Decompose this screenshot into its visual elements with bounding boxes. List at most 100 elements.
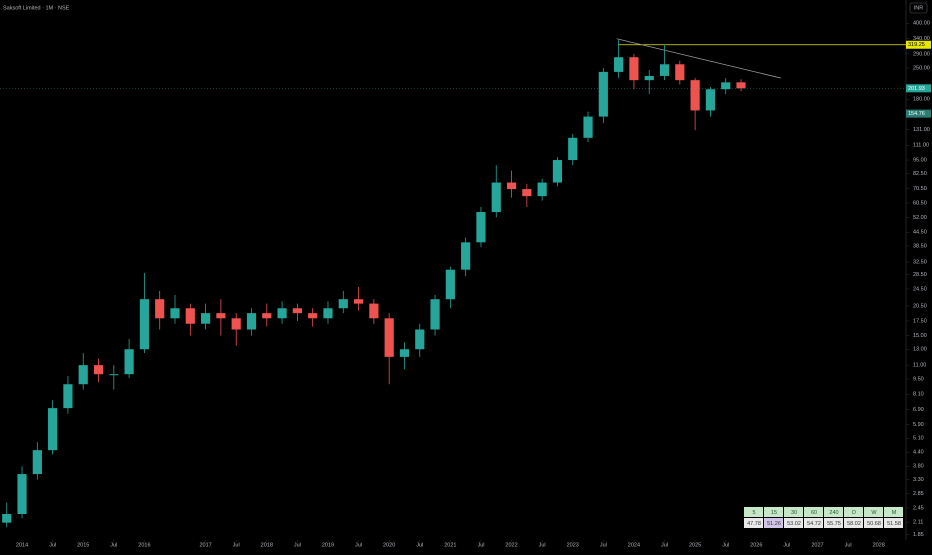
candle-body — [568, 137, 578, 161]
x-tick-label: 2027 — [811, 542, 823, 548]
x-tick-label: Jul — [600, 542, 607, 548]
y-tick-label: 2.45 — [913, 505, 924, 511]
table-value: 51.26 — [767, 521, 781, 527]
table-header-cell — [784, 507, 803, 517]
y-tick-label: 15.00 — [913, 333, 927, 339]
candle-body — [93, 365, 104, 375]
candle-body — [48, 408, 58, 451]
candle-body — [705, 89, 716, 111]
candle-body — [430, 299, 440, 330]
x-tick-label: 2023 — [567, 542, 579, 548]
x-tick-label: Jul — [845, 542, 852, 548]
candle-body — [675, 64, 685, 81]
y-tick-label: 250.00 — [913, 65, 930, 71]
candle-body — [185, 308, 195, 324]
table-value: 47.78 — [747, 521, 761, 527]
table-value-cell — [884, 518, 903, 528]
table-value-cell — [824, 518, 843, 528]
x-tick-label: 2016 — [138, 542, 150, 548]
y-tick-label: 6.90 — [913, 407, 924, 413]
y-tick-label: 24.50 — [913, 286, 927, 292]
x-tick-label: Jul — [661, 542, 668, 548]
candle-body — [109, 374, 119, 376]
table-header: D — [852, 510, 856, 516]
candle-body — [384, 318, 394, 357]
level-label: 319.25 — [908, 42, 925, 48]
x-tick-label: Jul — [294, 542, 301, 548]
x-tick-label: 2014 — [16, 542, 28, 548]
y-tick-label: 38.50 — [913, 243, 927, 249]
currency: INR — [914, 5, 924, 11]
candle-body — [323, 308, 333, 319]
table-value-cell — [744, 518, 763, 528]
table-value-cell — [784, 518, 803, 528]
y-tick-label: 4.40 — [913, 450, 924, 456]
y-tick-label: 32.50 — [913, 260, 927, 266]
table-header-cell — [844, 507, 863, 517]
candle-body — [461, 242, 471, 270]
x-tick-label: Jul — [416, 542, 423, 548]
y-tick-label: 20.50 — [913, 303, 927, 309]
candle-body — [292, 308, 302, 314]
x-tick-label: Jul — [355, 542, 362, 548]
candle-body — [338, 299, 348, 309]
currency-box[interactable] — [909, 2, 928, 14]
candle-body — [308, 313, 318, 319]
y-tick-label: 5.10 — [913, 436, 924, 442]
y-tick-label: 8.10 — [913, 392, 924, 398]
table-header-cell — [864, 507, 883, 517]
y-tick-label: 180.00 — [913, 97, 930, 103]
candle-body — [736, 82, 746, 89]
candle-body — [78, 365, 88, 385]
y-tick-label: 28.50 — [913, 272, 927, 278]
x-tick-label: 2024 — [628, 542, 640, 548]
price-label-box — [906, 109, 931, 118]
candle-body — [491, 182, 501, 213]
candle-body — [614, 57, 624, 72]
y-tick-label: 111.00 — [913, 143, 929, 149]
x-tick-label: Jul — [539, 542, 546, 548]
y-tick-label: 17.50 — [913, 318, 927, 324]
y-tick-label: 52.00 — [913, 215, 927, 221]
table-value-cell — [864, 518, 883, 528]
table-header: 240 — [829, 510, 838, 516]
y-tick-label: 95.00 — [913, 157, 927, 163]
y-tick-label: 2.11 — [913, 520, 923, 526]
candle-body — [369, 303, 379, 319]
x-tick-label: 2020 — [383, 542, 395, 548]
candle-body — [277, 308, 287, 319]
x-tick-label: Jul — [722, 542, 729, 548]
price-label-box — [906, 84, 931, 93]
candle-body — [598, 71, 608, 117]
candle-body — [399, 349, 410, 357]
price-label: 201.93 — [908, 86, 925, 92]
y-tick-label: 9.50 — [913, 377, 924, 383]
x-tick-label: Jul — [49, 542, 56, 548]
candle-body — [246, 313, 257, 330]
table-header: 60 — [811, 510, 817, 516]
y-tick-label: 2.85 — [913, 491, 924, 497]
x-tick-label: Jul — [783, 542, 790, 548]
candle-body — [476, 212, 486, 243]
candle-body — [445, 269, 455, 300]
x-tick-label: 2019 — [322, 542, 334, 548]
candle-body — [63, 384, 73, 409]
candle-body — [537, 182, 547, 197]
x-tick-label: Jul — [110, 542, 117, 548]
candle-body — [644, 75, 654, 81]
candle-body — [170, 308, 180, 319]
table-header-cell — [744, 507, 763, 517]
y-tick-label: 290.00 — [913, 51, 930, 57]
table-header-cell — [824, 507, 843, 517]
table-header: 30 — [791, 510, 797, 516]
y-tick-label: 5.90 — [913, 422, 924, 428]
y-tick-label: 1.85 — [913, 532, 924, 538]
table-value-cell — [764, 518, 783, 528]
x-tick-label: 2021 — [444, 542, 456, 548]
chart-title: Saksoft Limited · 1M · NSE — [3, 5, 70, 11]
table-header-cell — [764, 507, 783, 517]
x-tick-label: 2017 — [199, 542, 211, 548]
x-tick-label: 2026 — [750, 542, 762, 548]
